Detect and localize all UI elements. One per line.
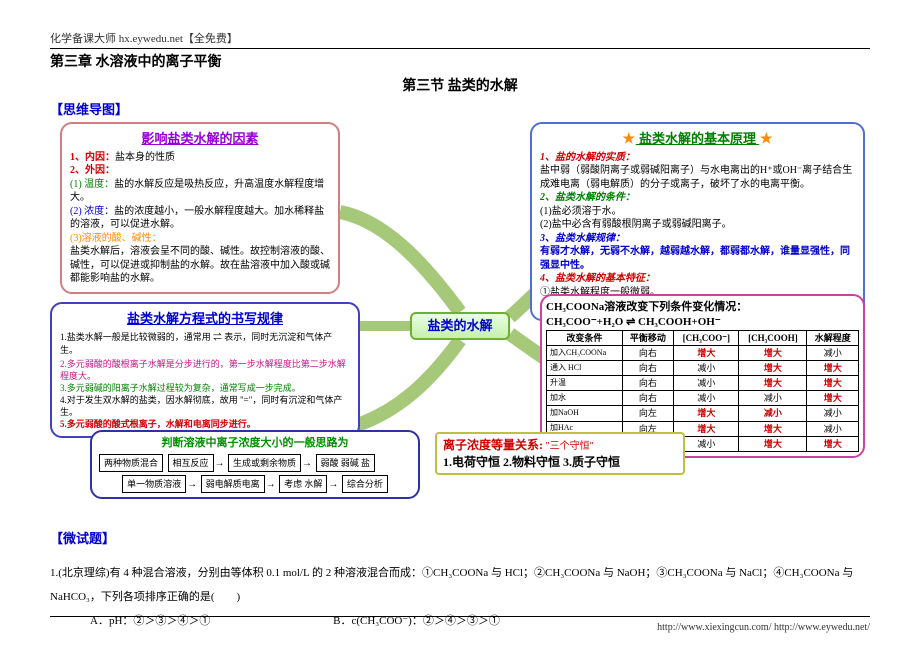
cons-text: 1.电荷守恒 2.物料守恒 3.质子守恒 [443, 455, 620, 469]
principle-h2b: (2)盐中必含有弱酸根阴离子或弱碱阳离子。 [540, 218, 855, 232]
box-judge: 判断溶液中离子浓度大小的一般思路为 两种物质混合 相互反应→ 生成或剩余物质→ … [90, 430, 420, 499]
principle-h4: 4、盐类水解的基本特征： [540, 272, 855, 286]
box-factors-title: 影响盐类水解的因素 [70, 130, 330, 148]
center-node: 盐类的水解 [410, 312, 510, 340]
box-conservation: 离子浓度等量关系: "三个守恒" 1.电荷守恒 2.物料守恒 3.质子守恒 [435, 432, 685, 475]
principle-h3-text: 有弱才水解，无弱不水解，越弱越水解，都弱都水解，谁量显强性，同强显中性。 [540, 245, 855, 272]
flow-3: 单一物质溶液 [122, 475, 186, 493]
flow-2: 生成或剩余物质 [228, 454, 301, 472]
box-judge-title: 判断溶液中离子浓度大小的一般思路为 [98, 436, 412, 451]
flow-5: 考虑 水解 [279, 475, 327, 493]
box-equation: 盐类水解方程式的书写规律 1.盐类水解一般是比较微弱的，通常用 ⇌ 表示，同时无… [50, 302, 360, 438]
table-eq: CH₃COO⁻+H₂O ⇌ CH₃COOH+OH⁻ [546, 315, 859, 330]
factors-temp-label: (1) 温度： [70, 179, 114, 190]
header-rule [50, 48, 870, 49]
eq-l3: 3.多元弱碱的阳离子水解过程较为复杂，通常写成一步完成。 [60, 382, 350, 394]
principle-h1-text: 盐中弱（弱酸阴离子或弱碱阳离子）与水电离出的H⁺或OH⁻离子结合生成难电离（弱电… [540, 164, 855, 191]
box-eq-title: 盐类水解方程式的书写规律 [60, 310, 350, 328]
footer: http://www.xiexingcun.com/ http://www.ey… [657, 622, 870, 633]
flow-1: 两种物质混合 [99, 454, 163, 472]
star-icon: ★ [759, 133, 773, 147]
footer-rule [50, 616, 870, 617]
section-title: 第三节 盐类的水解 [50, 75, 870, 95]
mindmap-label: 【思维导图】 [50, 99, 870, 118]
flow-4: 弱电解质电离 [201, 475, 265, 493]
principle-h2: 2、盐类水解的条件： [540, 191, 855, 205]
flow-a: 相互反应 [168, 454, 214, 472]
principle-h1: 1、盐的水解的实质： [540, 151, 855, 165]
flow-3a: 弱酸 弱碱 盐 [316, 454, 376, 472]
eq-l5: 5.多元弱酸的酸式根离子，水解和电离同步进行。 [60, 418, 350, 430]
factors-l2-label: 2、外因： [70, 164, 330, 178]
box-principle-title: 盐类水解的基本原理 [639, 131, 756, 146]
eq-l1: 1.盐类水解一般是比较微弱的，通常用 ⇌ 表示，同时无沉淀和气体产生。 [60, 332, 332, 356]
factors-conc-label: (2) 浓度： [70, 206, 114, 217]
cons-sub: "三个守恒" [546, 441, 594, 452]
cons-label: 离子浓度等量关系: [443, 438, 543, 452]
header-link: 化学备课大师 hx.eywedu.net【全免费】 [50, 30, 870, 46]
eq-l4: 4.对于发生双水解的盐类，因水解彻底，故用 "="，同时有沉淀和气体产生。 [60, 394, 350, 418]
flow-6: 综合分析 [342, 475, 388, 493]
table-title: CH₃COONa溶液改变下列条件变化情况： [546, 300, 859, 315]
eq-l2: 2.多元弱酸的酸根离子水解是分步进行的，第一步水解程度比第二步水解程度大。 [60, 358, 350, 382]
chapter-title: 第三章 水溶液中的离子平衡 [50, 51, 870, 71]
star-icon: ★ [622, 133, 636, 147]
question-1: 1.(北京理综)有 4 种混合溶液，分别由等体积 0.1 mol/L 的 2 种… [50, 561, 870, 609]
mindmap-diagram: 盐类的水解 影响盐类水解的因素 1、内因：盐本身的性质 2、外因： (1) 温度… [50, 122, 870, 522]
q1-option-b: B．c(CH₃COO⁻)：②＞④＞③＞① [333, 615, 500, 627]
box-principle: ★ 盐类水解的基本原理 ★ 1、盐的水解的实质： 盐中弱（弱酸阴离子或弱碱阳离子… [530, 122, 865, 321]
factors-acid-label: (3)溶液的酸、碱性： [70, 232, 330, 246]
factors-l1-text: 盐本身的性质 [115, 152, 175, 163]
footer-link: http://www.xiexingcun.com/ http://www.ey… [657, 622, 870, 633]
test-label: 【微试题】 [50, 528, 870, 547]
factors-acid: 盐类水解后，溶液会呈不同的酸、碱性。故控制溶液的酸、碱性，可以促进或抑制盐的水解… [70, 245, 330, 286]
principle-h2a: (1)盐必须溶于水。 [540, 205, 855, 219]
factors-l1-label: 1、内因： [70, 152, 115, 163]
q1-option-a: A．pH：②＞③＞④＞① [90, 615, 210, 627]
principle-h3: 3、盐类水解规律： [540, 232, 855, 246]
box-factors: 影响盐类水解的因素 1、内因：盐本身的性质 2、外因： (1) 温度：盐的水解反… [60, 122, 340, 294]
